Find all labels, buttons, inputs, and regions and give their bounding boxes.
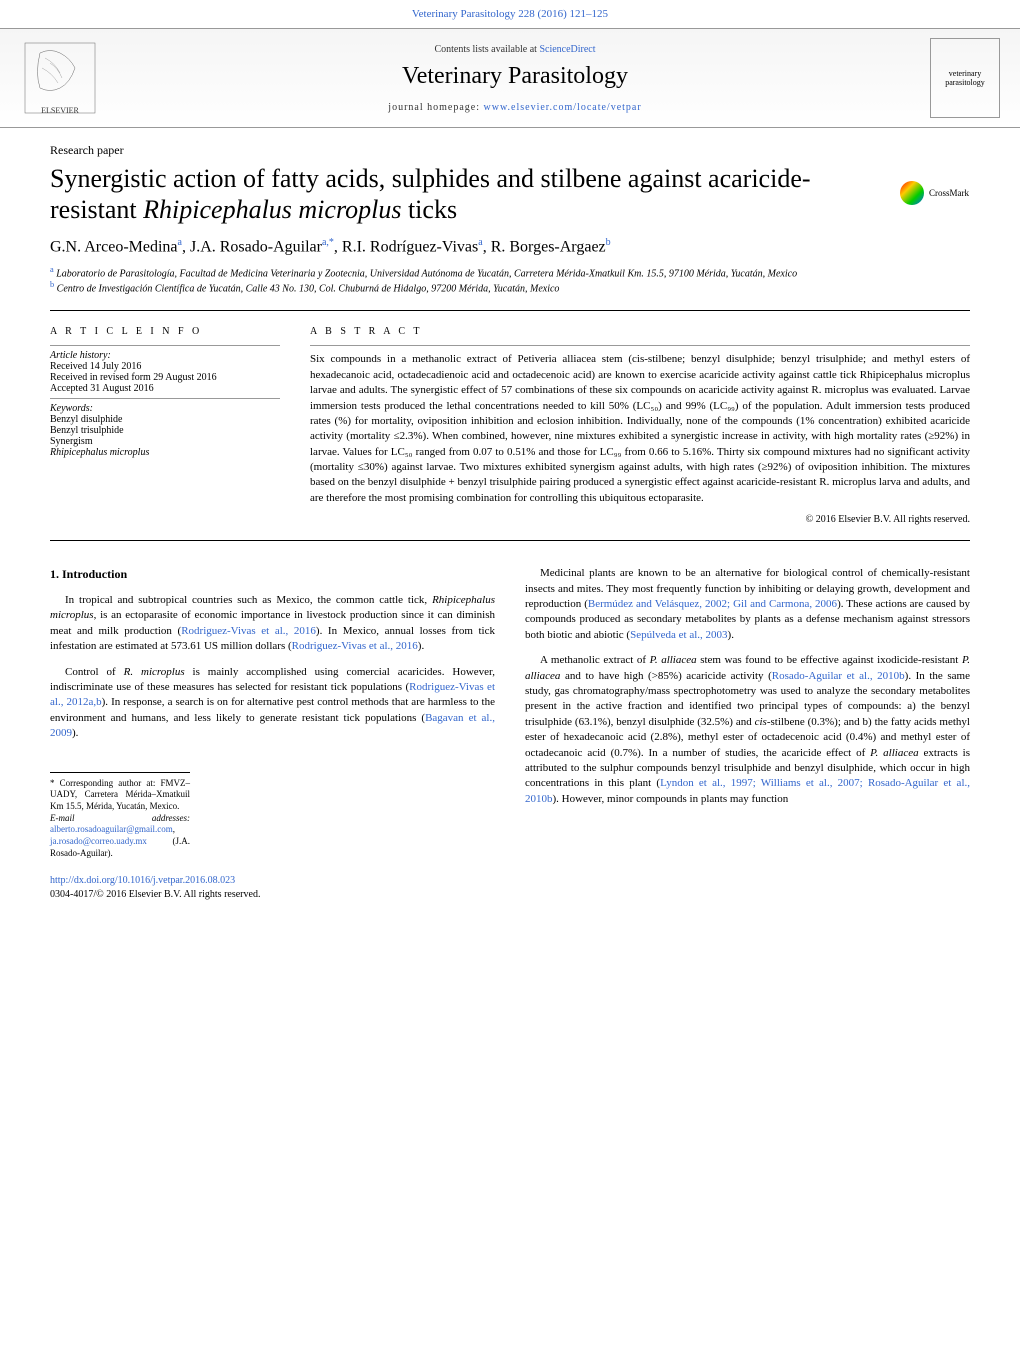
keyword: Benzyl disulphide <box>50 414 280 425</box>
reference-link[interactable]: Bermúdez and Velásquez, 2002; Gil and Ca… <box>588 598 837 610</box>
reference-link[interactable]: Rosado-Aguilar et al., 2010b <box>772 670 905 682</box>
journal-homepage: journal homepage: www.elsevier.com/locat… <box>120 102 910 113</box>
svg-text:ELSEVIER: ELSEVIER <box>41 106 79 115</box>
crossmark-badge[interactable]: CrossMark <box>900 173 970 213</box>
intro-paragraph: In tropical and subtropical countries su… <box>50 593 495 655</box>
accepted-date: Accepted 31 August 2016 <box>50 383 280 394</box>
article-title: Synergistic action of fatty acids, sulph… <box>50 163 880 225</box>
corresponding-author-note: * Corresponding author at: FMVZ–UADY, Ca… <box>50 772 190 860</box>
keyword: Synergism <box>50 436 280 447</box>
crossmark-label: CrossMark <box>929 188 969 198</box>
citation-link[interactable]: Veterinary Parasitology 228 (2016) 121–1… <box>412 8 608 20</box>
abstract-header: A B S T R A C T <box>310 326 970 337</box>
right-column: Medicinal plants are known to be an alte… <box>525 566 970 902</box>
abstract-text: Six compounds in a methanolic extract of… <box>310 352 970 506</box>
elsevier-logo: ELSEVIER <box>20 38 100 118</box>
received-date: Received 14 July 2016 <box>50 361 280 372</box>
authors-list: G.N. Arceo-Medinaa, J.A. Rosado-Aguilara… <box>50 237 970 256</box>
issn-copyright: 0304-4017/© 2016 Elsevier B.V. All right… <box>50 888 495 902</box>
email-link[interactable]: alberto.rosadoaguilar@gmail.com <box>50 824 173 834</box>
journal-header-band: ELSEVIER Contents lists available at Sci… <box>0 28 1020 128</box>
doi-link[interactable]: http://dx.doi.org/10.1016/j.vetpar.2016.… <box>50 875 235 886</box>
email-link[interactable]: ja.rosado@correo.uady.mx <box>50 836 147 846</box>
crossmark-icon <box>900 181 924 205</box>
reference-link[interactable]: Sepúlveda et al., 2003 <box>630 629 727 641</box>
homepage-link[interactable]: www.elsevier.com/locate/vetpar <box>484 102 642 113</box>
contents-available: Contents lists available at ScienceDirec… <box>120 44 910 55</box>
reference-link[interactable]: Rodriguez-Vivas et al., 2016 <box>292 640 418 652</box>
abstract: A B S T R A C T Six compounds in a metha… <box>310 326 970 525</box>
divider <box>50 540 970 541</box>
keywords-label: Keywords: <box>50 403 280 414</box>
sciencedirect-link[interactable]: ScienceDirect <box>539 44 595 55</box>
journal-name: Veterinary Parasitology <box>120 63 910 90</box>
affiliations: a Laboratorio de Parasitología, Facultad… <box>50 265 970 296</box>
citation-header: Veterinary Parasitology 228 (2016) 121–1… <box>0 0 1020 28</box>
intro-paragraph: A methanolic extract of P. alliacea stem… <box>525 653 970 807</box>
reference-link[interactable]: Rodriguez-Vivas et al., 2016 <box>181 625 316 637</box>
article-info: A R T I C L E I N F O Article history: R… <box>50 326 280 525</box>
header-center: Contents lists available at ScienceDirec… <box>120 44 910 113</box>
doi-footer: http://dx.doi.org/10.1016/j.vetpar.2016.… <box>50 874 495 902</box>
keyword: Benzyl trisulphide <box>50 425 280 436</box>
abstract-copyright: © 2016 Elsevier B.V. All rights reserved… <box>310 514 970 525</box>
intro-paragraph: Medicinal plants are known to be an alte… <box>525 566 970 643</box>
article-type: Research paper <box>50 143 970 158</box>
history-label: Article history: <box>50 350 280 361</box>
journal-cover-logo: veterinary parasitology <box>930 38 1000 118</box>
revised-date: Received in revised form 29 August 2016 <box>50 372 280 383</box>
intro-header: 1. Introduction <box>50 566 495 583</box>
keyword: Rhipicephalus microplus <box>50 447 280 458</box>
intro-paragraph: Control of R. microplus is mainly accomp… <box>50 665 495 742</box>
article-info-header: A R T I C L E I N F O <box>50 326 280 337</box>
divider <box>50 310 970 311</box>
left-column: 1. Introduction In tropical and subtropi… <box>50 566 495 902</box>
